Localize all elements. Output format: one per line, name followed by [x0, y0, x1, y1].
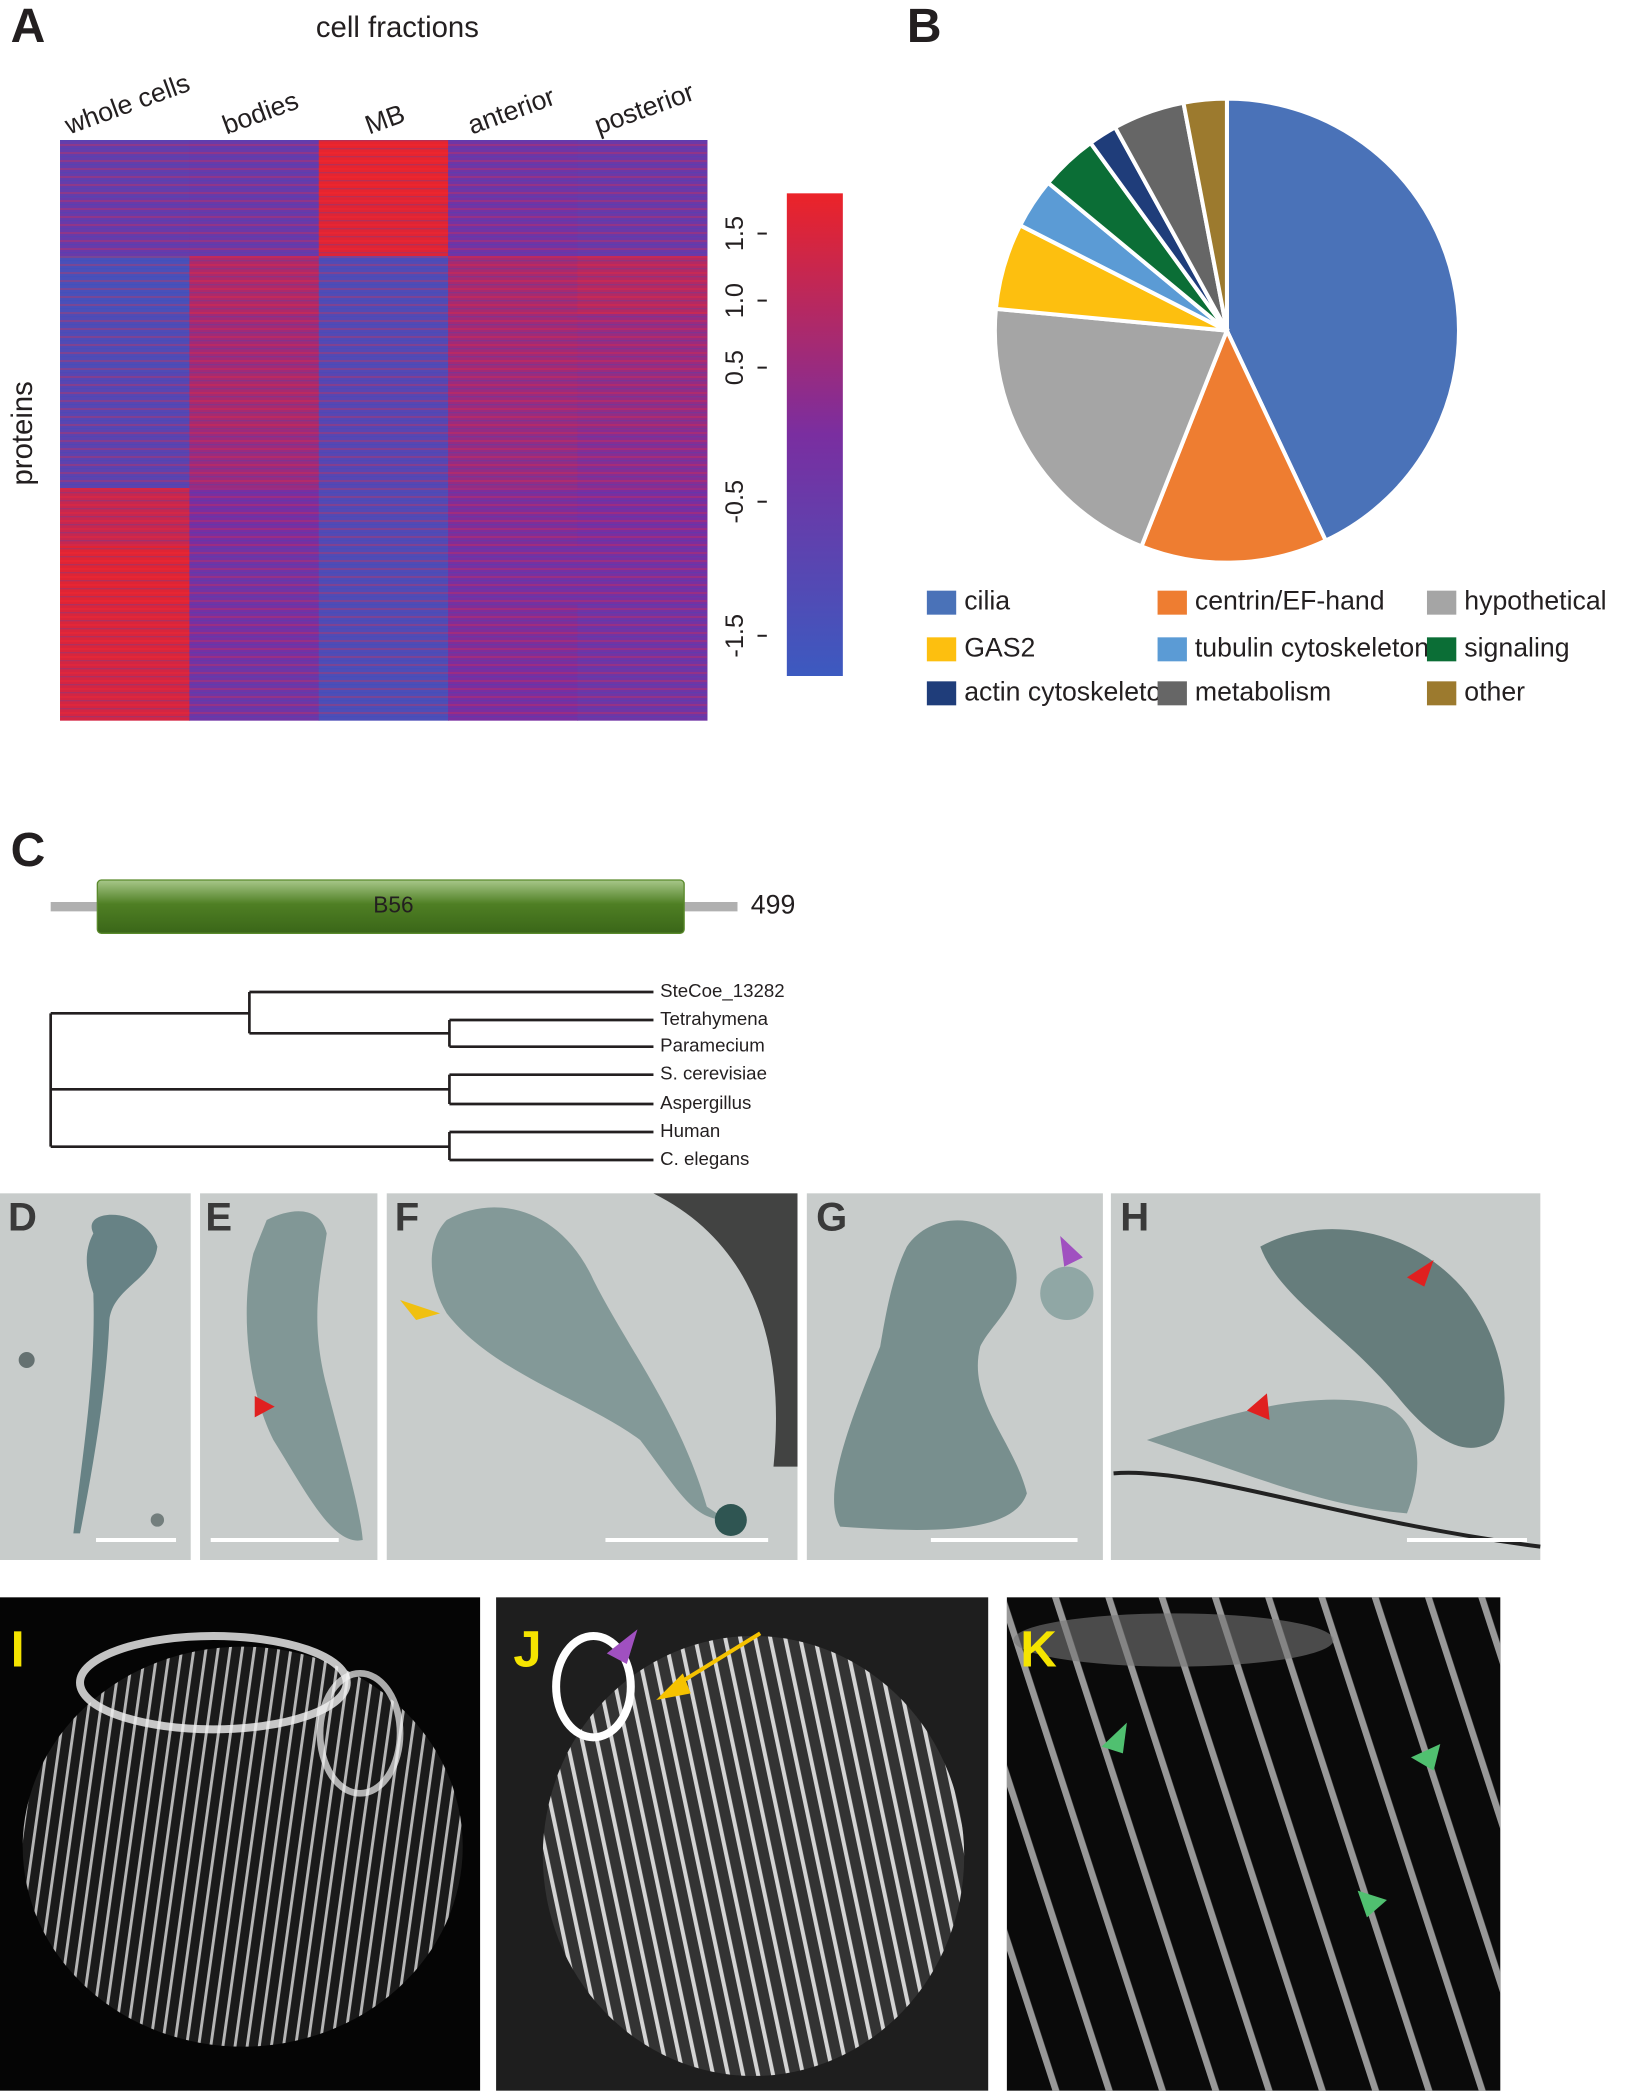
legend-swatch: [1157, 637, 1187, 662]
cell: [1146, 1399, 1418, 1514]
fluorescence-images: I J K: [0, 1597, 1501, 2091]
legend-swatch: [926, 590, 957, 615]
panel-label: B: [907, 0, 942, 53]
panel-c: C B56 499 SteCoe_13282 Tetrahymena Paramec…: [11, 824, 796, 1169]
legend-label: other: [1464, 676, 1525, 706]
legend-swatch: [1426, 590, 1457, 615]
pie-slice: [992, 306, 1230, 549]
tree-label: Human: [660, 1120, 720, 1141]
panel-label: I: [11, 1621, 25, 1678]
panel-label: D: [8, 1196, 37, 1240]
colorbar-tick-label: -0.5: [721, 480, 749, 524]
legend-label: cilia: [964, 586, 1010, 616]
panel-label: H: [1120, 1196, 1149, 1240]
tree: [49, 990, 654, 1162]
column-label: posterior: [590, 77, 698, 141]
colorbar-tick-label: -1.5: [721, 614, 749, 658]
cell: [1260, 1229, 1505, 1448]
legend-swatch: [1426, 681, 1457, 706]
panel-a: A cell fractions proteins whole cells bod…: [6, 0, 843, 721]
legend-label: tubulin cytoskeleton: [1195, 632, 1429, 662]
cell: [246, 1211, 363, 1541]
tree-label: C. elegans: [660, 1148, 749, 1169]
heatmap-texture: [60, 140, 707, 720]
colorbar-tick-label: 0.5: [721, 350, 749, 385]
column-label: anterior: [464, 81, 559, 140]
pie-slice: [1181, 96, 1229, 332]
tree-label: SteCoe_13282: [660, 980, 784, 1002]
tree-label: Tetrahymena: [660, 1008, 768, 1029]
legend-label: actin cytoskeleton: [964, 676, 1176, 706]
tree-label: Paramecium: [660, 1035, 765, 1056]
legend-swatch: [1426, 637, 1457, 662]
y-axis-label: proteins: [6, 381, 39, 485]
panel-label: J: [513, 1621, 541, 1678]
panel-label: F: [395, 1196, 419, 1240]
legend-label: signaling: [1464, 632, 1569, 662]
colorbar-tick-label: 1.5: [721, 216, 749, 251]
legend-swatch: [1157, 681, 1187, 706]
column-label: whole cells: [60, 67, 194, 140]
legend-label: metabolism: [1195, 676, 1331, 706]
legend-label: centrin/EF-hand: [1195, 586, 1385, 616]
panel-label: C: [11, 824, 46, 877]
cell: [431, 1207, 727, 1520]
domain-name: B56: [373, 892, 413, 918]
micrographs: D E F G H: [0, 1193, 1541, 1560]
heatmap-title: cell fractions: [316, 11, 479, 44]
domain-bar: [96, 879, 685, 934]
pie-slice: [1224, 96, 1461, 544]
column-label: bodies: [218, 85, 302, 140]
panel-label: K: [1020, 1621, 1057, 1678]
tree-label: S. cerevisiae: [660, 1063, 767, 1084]
pie-slice: [1138, 325, 1329, 565]
tree-label: Aspergillus: [660, 1092, 751, 1113]
legend-label: hypothetical: [1464, 586, 1606, 616]
legend-swatch: [926, 637, 957, 662]
cell: [834, 1220, 1027, 1530]
protein-length: 499: [751, 890, 795, 920]
panel-b: B cilia centrin/EF-hand hypothetical GAS2 tu…: [907, 0, 1607, 706]
panel-label: G: [816, 1196, 847, 1240]
column-label: MB: [361, 98, 409, 140]
panel-label: A: [11, 0, 46, 53]
colorbar-tick-label: 1.0: [721, 283, 749, 318]
cell: [73, 1214, 158, 1534]
legend-swatch: [926, 681, 957, 706]
legend-label: GAS2: [964, 632, 1035, 662]
legend-swatch: [1157, 590, 1187, 615]
panel-label: E: [205, 1196, 232, 1240]
colorbar: [786, 193, 843, 677]
